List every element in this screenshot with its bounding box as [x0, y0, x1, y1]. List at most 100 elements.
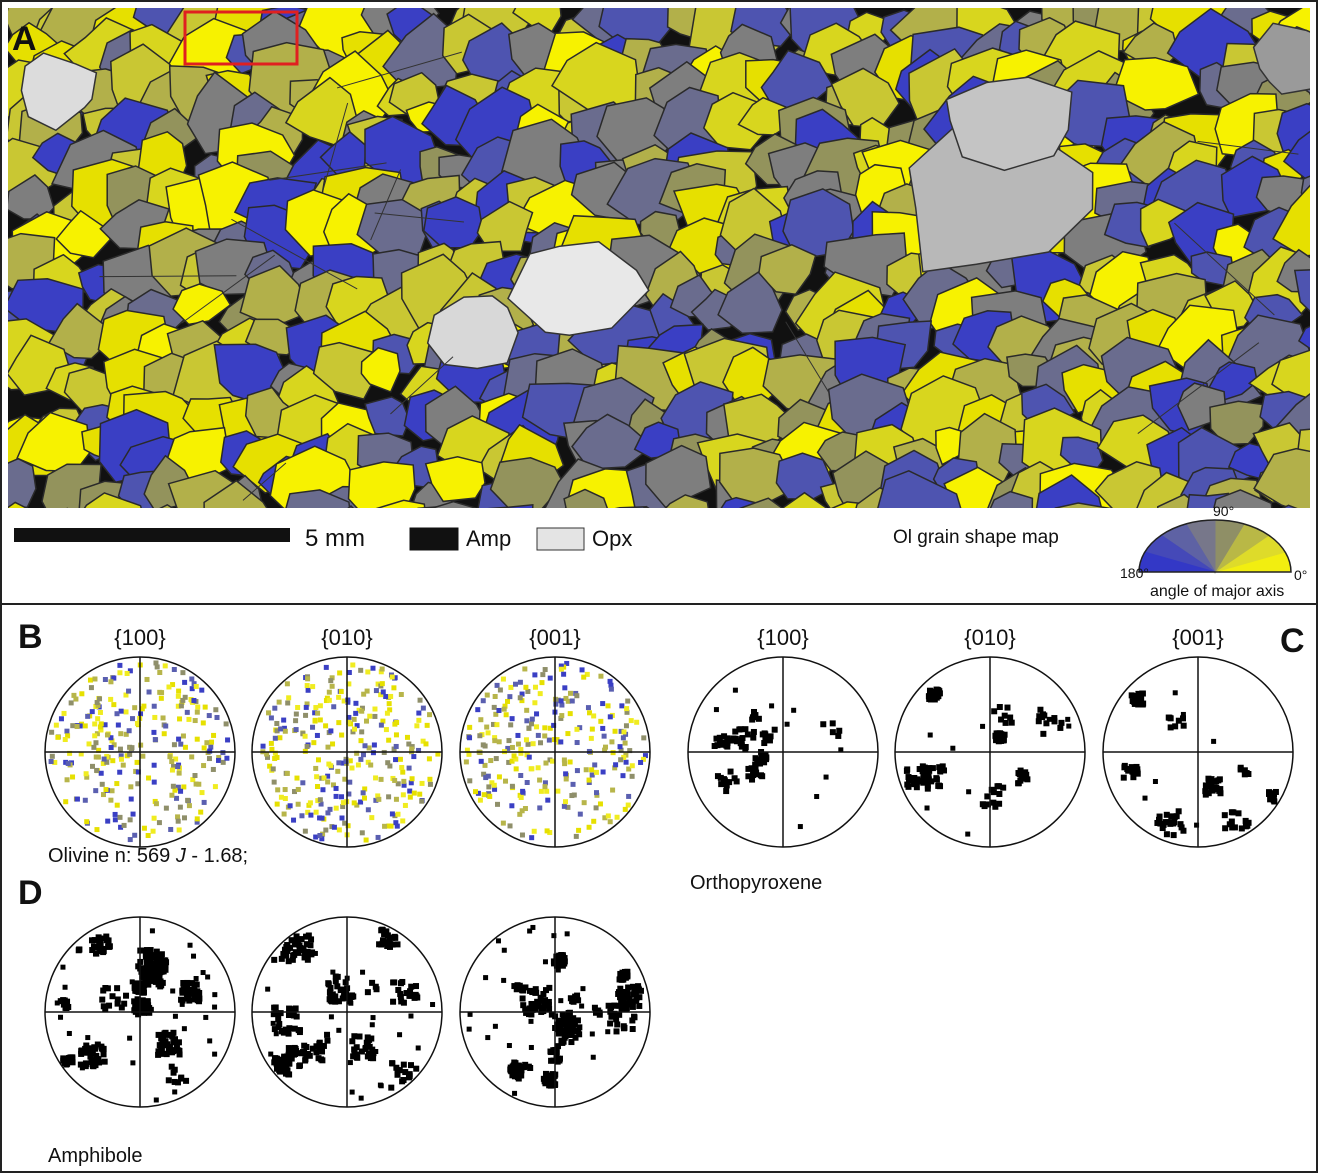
pole-dot — [362, 796, 367, 801]
pole-dot — [159, 1042, 165, 1048]
pole-dot — [65, 777, 70, 782]
pole-dot — [349, 765, 354, 770]
pole-dot — [403, 803, 408, 808]
olivine-caption: Olivine n: 569 J - 1.68; — [48, 845, 248, 867]
pole-dot — [178, 805, 183, 810]
pole-dot — [495, 802, 500, 807]
pole-dot — [380, 681, 385, 686]
pole-dot — [296, 802, 301, 807]
pole-dot — [94, 755, 99, 760]
pole-dot — [126, 689, 131, 694]
pole-dot — [416, 718, 421, 723]
pole-dot — [966, 789, 971, 794]
pole-dot — [508, 823, 513, 828]
pole-dot — [630, 774, 635, 779]
pole-dot — [329, 1014, 334, 1019]
pole-dot — [347, 780, 352, 785]
pole-dot — [504, 712, 509, 717]
pole-dot — [73, 697, 78, 702]
panel-label: A — [12, 20, 37, 58]
pole-dot — [563, 771, 568, 776]
pole-dot — [478, 798, 483, 803]
pole-dot — [184, 994, 190, 1000]
pole-dot — [591, 819, 596, 824]
pole-dot — [176, 819, 181, 824]
pole-dot — [295, 705, 300, 710]
pole-dot — [587, 778, 592, 783]
pole-dot — [379, 723, 384, 728]
pole-dot — [1174, 813, 1180, 819]
pole-dot — [94, 768, 99, 773]
pole-dot — [745, 731, 751, 737]
pole-dot — [195, 737, 200, 742]
pole-dot — [621, 735, 626, 740]
pole-dot — [527, 755, 532, 760]
pole-dot — [619, 976, 625, 982]
pole-dot — [99, 1046, 105, 1052]
pole-dot — [276, 1067, 282, 1073]
pole-dot — [88, 678, 93, 683]
pole-dot — [364, 838, 369, 843]
pole-dot — [464, 759, 469, 764]
pole-dot — [372, 714, 377, 719]
pole-dot — [152, 780, 157, 785]
pole-dot — [224, 721, 229, 726]
pole-dot — [484, 725, 489, 730]
pole-dot — [1157, 814, 1163, 820]
pole-dot — [532, 700, 537, 705]
angle-key — [1139, 520, 1291, 572]
pole-dot — [798, 824, 803, 829]
pole-dot — [58, 1015, 63, 1020]
pole-dot — [76, 947, 82, 953]
panel-label: C — [1280, 622, 1305, 660]
pole-dot — [733, 688, 738, 693]
pole-dot — [358, 738, 363, 743]
pole-dot — [166, 685, 171, 690]
pole-dot — [427, 756, 432, 761]
pole-dot — [623, 741, 628, 746]
pole-dot — [348, 1001, 353, 1006]
pole-dot — [990, 800, 996, 806]
pole-dot — [171, 784, 176, 789]
pole-dot — [313, 705, 318, 710]
pole-dot — [555, 789, 560, 794]
pole-dot — [101, 1051, 107, 1057]
pole-dot — [127, 1036, 132, 1041]
pole-dot — [390, 675, 395, 680]
pole-dot — [151, 730, 156, 735]
pole-dot — [175, 764, 180, 769]
pole-dot — [359, 1096, 364, 1101]
pole-dot — [586, 705, 591, 710]
pole-dot — [538, 691, 543, 696]
pole-dot — [335, 769, 340, 774]
pole-dot — [354, 1044, 360, 1050]
pole-dot — [736, 726, 742, 732]
pole-dot — [542, 725, 547, 730]
pole-dot — [153, 737, 158, 742]
legend-label: Amp — [466, 526, 511, 551]
pole-dot — [495, 683, 500, 688]
pole-dot — [483, 975, 488, 980]
pole-dot — [293, 949, 299, 955]
pole-dot — [558, 739, 563, 744]
pole-dot — [70, 774, 75, 779]
pole-dot — [618, 744, 623, 749]
pole-dot — [1206, 780, 1212, 786]
plane-label: {010} — [964, 625, 1015, 650]
pole-dot — [524, 718, 529, 723]
pole-dot — [561, 672, 566, 677]
pole-dot — [181, 733, 186, 738]
pole-dot — [326, 745, 331, 750]
pole-dot — [920, 772, 926, 778]
pole-dot — [998, 717, 1004, 723]
pole-dot — [99, 997, 105, 1003]
pole-dot — [525, 780, 530, 785]
pole-dot — [289, 1056, 295, 1062]
pole-dot — [997, 736, 1003, 742]
pole-dot — [543, 761, 548, 766]
pole-dot — [1266, 791, 1272, 797]
scale-label: 5 mm — [305, 525, 365, 552]
pole-dot — [624, 760, 629, 765]
pole-dot — [562, 685, 567, 690]
pole-dot — [108, 679, 113, 684]
